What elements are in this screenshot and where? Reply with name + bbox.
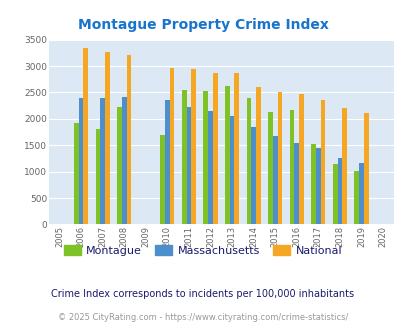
Bar (208, 112, 212, 224)
Bar (79, 98, 83, 224)
Bar (358, 163, 363, 224)
Bar (311, 144, 315, 224)
Bar (186, 107, 191, 224)
Bar (181, 90, 186, 224)
Legend: Montague, Massachusetts, National: Montague, Massachusetts, National (59, 241, 346, 260)
Bar (234, 73, 239, 224)
Bar (289, 110, 294, 224)
Bar (320, 100, 325, 224)
Bar (294, 143, 298, 224)
Bar (191, 69, 196, 224)
Bar (160, 135, 164, 224)
Bar (337, 158, 341, 224)
Bar (74, 123, 79, 224)
Bar (224, 85, 229, 224)
Bar (212, 73, 217, 224)
Bar (246, 98, 251, 224)
Bar (100, 98, 105, 224)
Bar (251, 127, 256, 224)
Text: © 2025 CityRating.com - https://www.cityrating.com/crime-statistics/: © 2025 CityRating.com - https://www.city… (58, 313, 347, 322)
Text: Crime Index corresponds to incidents per 100,000 inhabitants: Crime Index corresponds to incidents per… (51, 289, 354, 299)
Bar (341, 108, 346, 224)
Bar (256, 87, 260, 224)
Bar (332, 164, 337, 224)
Bar (83, 48, 88, 224)
Bar (354, 171, 358, 224)
Bar (315, 148, 320, 224)
Bar (229, 116, 234, 224)
Bar (164, 100, 169, 224)
Bar (105, 52, 109, 224)
Bar (95, 129, 100, 224)
Bar (169, 68, 174, 224)
Bar (117, 107, 121, 224)
Bar (203, 91, 208, 224)
Bar (126, 55, 131, 224)
Bar (267, 112, 272, 224)
Bar (122, 97, 126, 224)
Text: Montague Property Crime Index: Montague Property Crime Index (77, 18, 328, 32)
Bar (363, 113, 368, 224)
Bar (272, 136, 277, 224)
Bar (277, 92, 281, 224)
Bar (298, 94, 303, 224)
